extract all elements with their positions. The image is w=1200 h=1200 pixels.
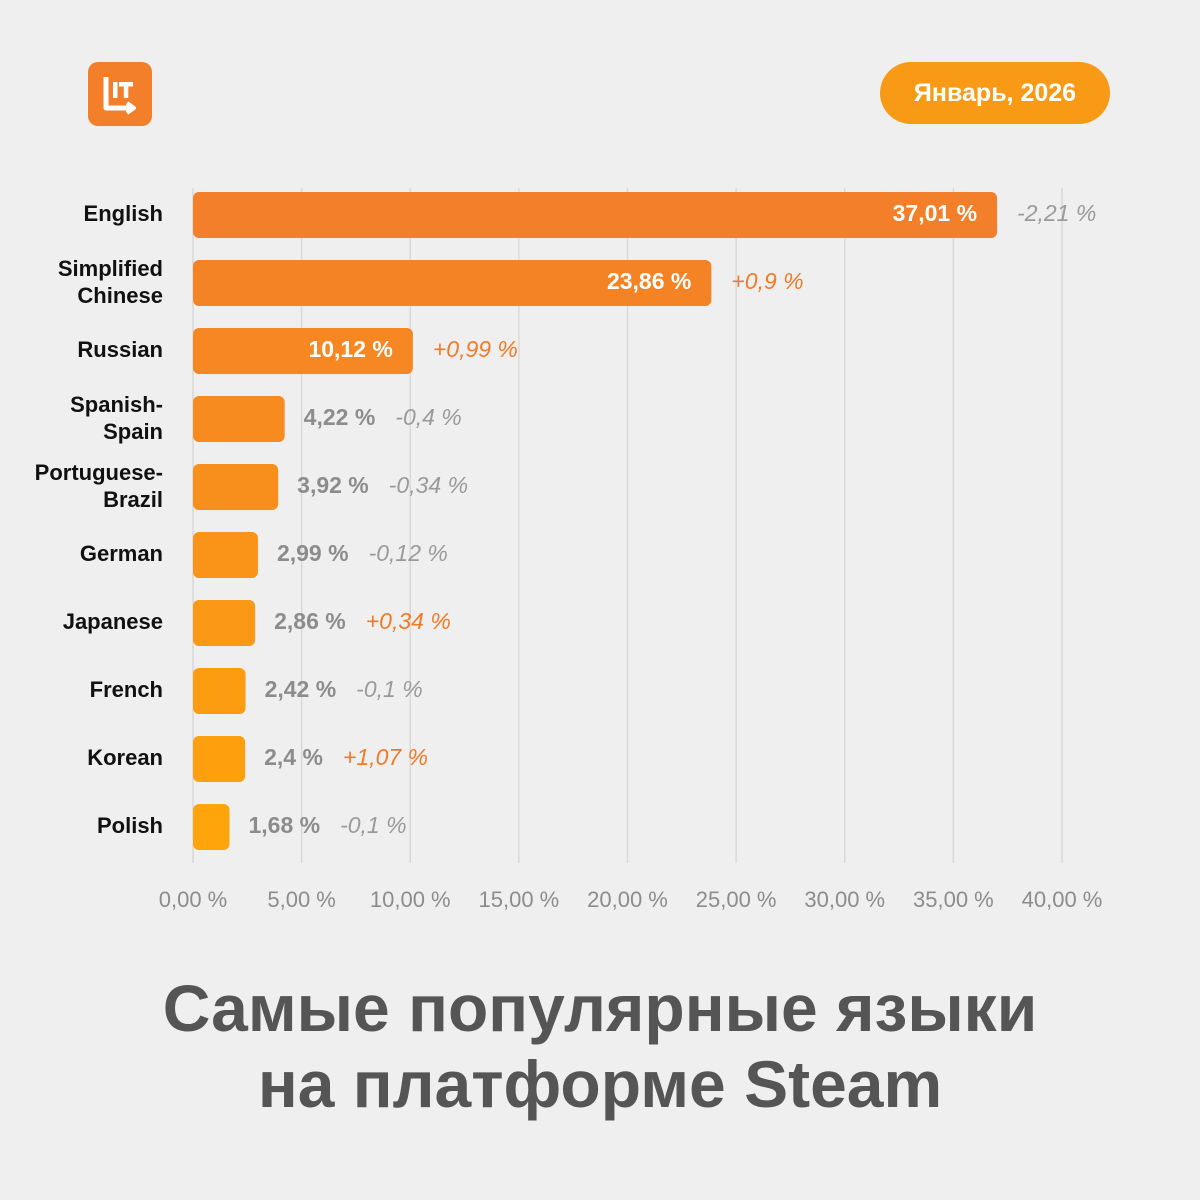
value-label: 23,86 % [607,268,691,294]
bar [193,600,256,646]
chart-title-line-2: на платформе Steam [257,1047,943,1121]
category-label: German [80,541,163,566]
chart-title: Самые популярные языки на платформе Stea… [0,970,1200,1122]
change-label: -0,4 % [395,404,461,430]
bar [193,328,413,374]
x-tick-label: 15,00 % [479,887,560,912]
category-label: Japanese [63,609,163,634]
language-bar-chart: 0,00 % 5,00 % 10,00 % 15,00 % 20,00 % 25,00 %… [35,188,1103,912]
change-label: +0,34 % [366,608,451,634]
change-label: -0,12 % [369,540,448,566]
category-label: French [90,677,163,702]
value-label: 2,4 % [264,744,323,770]
x-tick-label: 0,00 % [159,887,228,912]
value-label: 10,12 % [308,336,392,362]
change-label: -0,34 % [389,472,468,498]
x-tick-label: 30,00 % [804,887,885,912]
bar [193,532,258,578]
bar [193,396,285,442]
value-label: 4,22 % [304,404,376,430]
period-badge: Январь, 2026 [880,62,1110,124]
category-label: Russian [77,337,163,362]
value-label: 3,92 % [297,472,369,498]
change-label: -0,1 % [356,676,422,702]
x-tick-label: 5,00 % [267,887,336,912]
change-label: +1,07 % [343,744,428,770]
x-tick-label: 20,00 % [587,887,668,912]
category-label: Portuguese-Brazil [35,460,163,512]
x-tick-label: 40,00 % [1022,887,1103,912]
change-label: -2,21 % [1017,200,1096,226]
value-label: 2,86 % [274,608,346,634]
lit-logo-icon [103,77,136,115]
value-label: 2,99 % [277,540,349,566]
bar [193,260,712,306]
change-label: -0,1 % [340,812,406,838]
category-label: Korean [87,745,163,770]
value-label: 37,01 % [893,200,977,226]
change-label: +0,9 % [731,268,803,294]
category-label: Polish [97,813,163,838]
bar [193,464,279,510]
category-label: Spanish-Spain [70,392,163,444]
bar [193,736,246,782]
x-tick-label: 10,00 % [370,887,451,912]
value-label: 1,68 % [248,812,320,838]
change-label: +0,99 % [433,336,518,362]
lit-logo [88,62,152,126]
x-tick-label: 25,00 % [696,887,777,912]
category-label: English [84,201,163,226]
bar [193,804,230,850]
x-tick-label: 35,00 % [913,887,994,912]
bar [193,668,246,714]
chart-title-line-1: Самые популярные языки [162,971,1038,1045]
bar [193,192,998,238]
value-label: 2,42 % [265,676,337,702]
category-label: Simplified Chinese [58,256,163,308]
